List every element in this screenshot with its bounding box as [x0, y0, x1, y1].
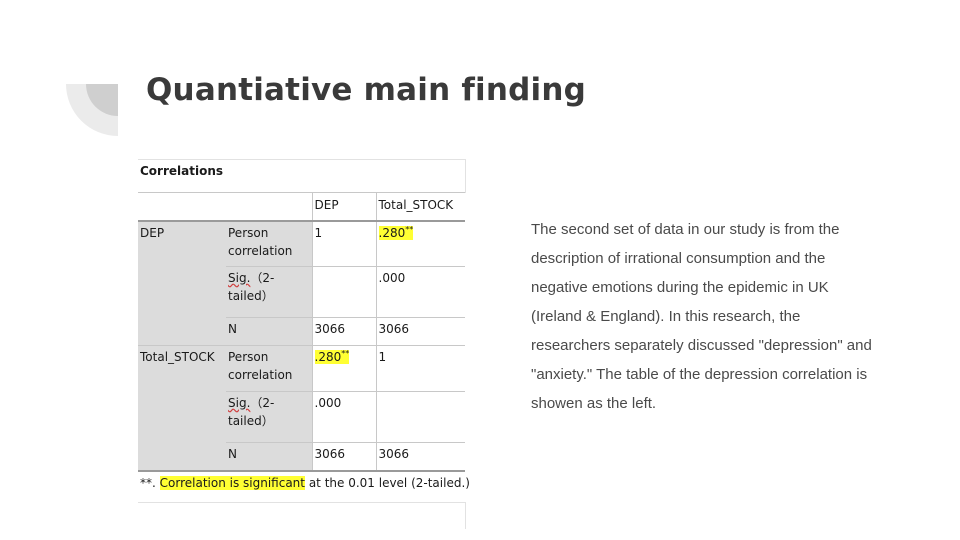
table-row: Sig.（2-tailed） .000	[138, 266, 466, 318]
correlations-table: Correlations DEP Total_STOCK DEP Person …	[138, 159, 470, 529]
col-header-dep: DEP	[312, 192, 377, 221]
cell-value	[312, 266, 377, 318]
cell-value	[376, 391, 466, 443]
cell-value: .000	[376, 266, 466, 318]
stat-label: Person correlation	[226, 219, 313, 267]
cell-value: 3066	[376, 317, 466, 346]
slide-title: Quantiative main finding	[146, 72, 587, 108]
table-caption: Correlations	[138, 159, 466, 193]
table-footnote: **. Correlation is significant at the 0.…	[138, 469, 470, 502]
table-row: N 3066 3066	[138, 317, 466, 346]
corner-decoration	[66, 84, 118, 136]
cell-value: 1	[376, 345, 466, 392]
stat-label: N	[226, 317, 313, 346]
cell-value: 3066	[312, 442, 377, 471]
table-row: DEP Person correlation 1 .280**	[138, 219, 466, 346]
cell-value: 3066	[312, 317, 377, 346]
stat-label: Sig.（2-tailed）	[226, 266, 313, 318]
table-row: Total_STOCK Person correlation .280** 1	[138, 345, 466, 471]
row-group-label-dep: DEP	[138, 219, 226, 346]
cell-value: .000	[312, 391, 377, 443]
stat-label: Person correlation	[226, 345, 313, 392]
row-group-label-total-stock: Total_STOCK	[138, 345, 226, 471]
stat-label: Sig.（2-tailed）	[226, 391, 313, 443]
col-header-total-stock: Total_STOCK	[376, 192, 466, 221]
cell-value: 3066	[376, 442, 466, 471]
cell-value: 1	[312, 219, 377, 267]
correlations-table-image: Correlations DEP Total_STOCK DEP Person …	[138, 159, 470, 529]
cell-value-highlighted: .280**	[376, 219, 466, 267]
cell-value-highlighted: .280**	[312, 345, 377, 392]
body-paragraph: The second set of data in our study is f…	[531, 221, 872, 412]
table-row: Sig.（2-tailed） .000	[138, 391, 466, 443]
stat-label: N	[226, 442, 313, 471]
table-row: N 3066 3066	[138, 442, 466, 471]
